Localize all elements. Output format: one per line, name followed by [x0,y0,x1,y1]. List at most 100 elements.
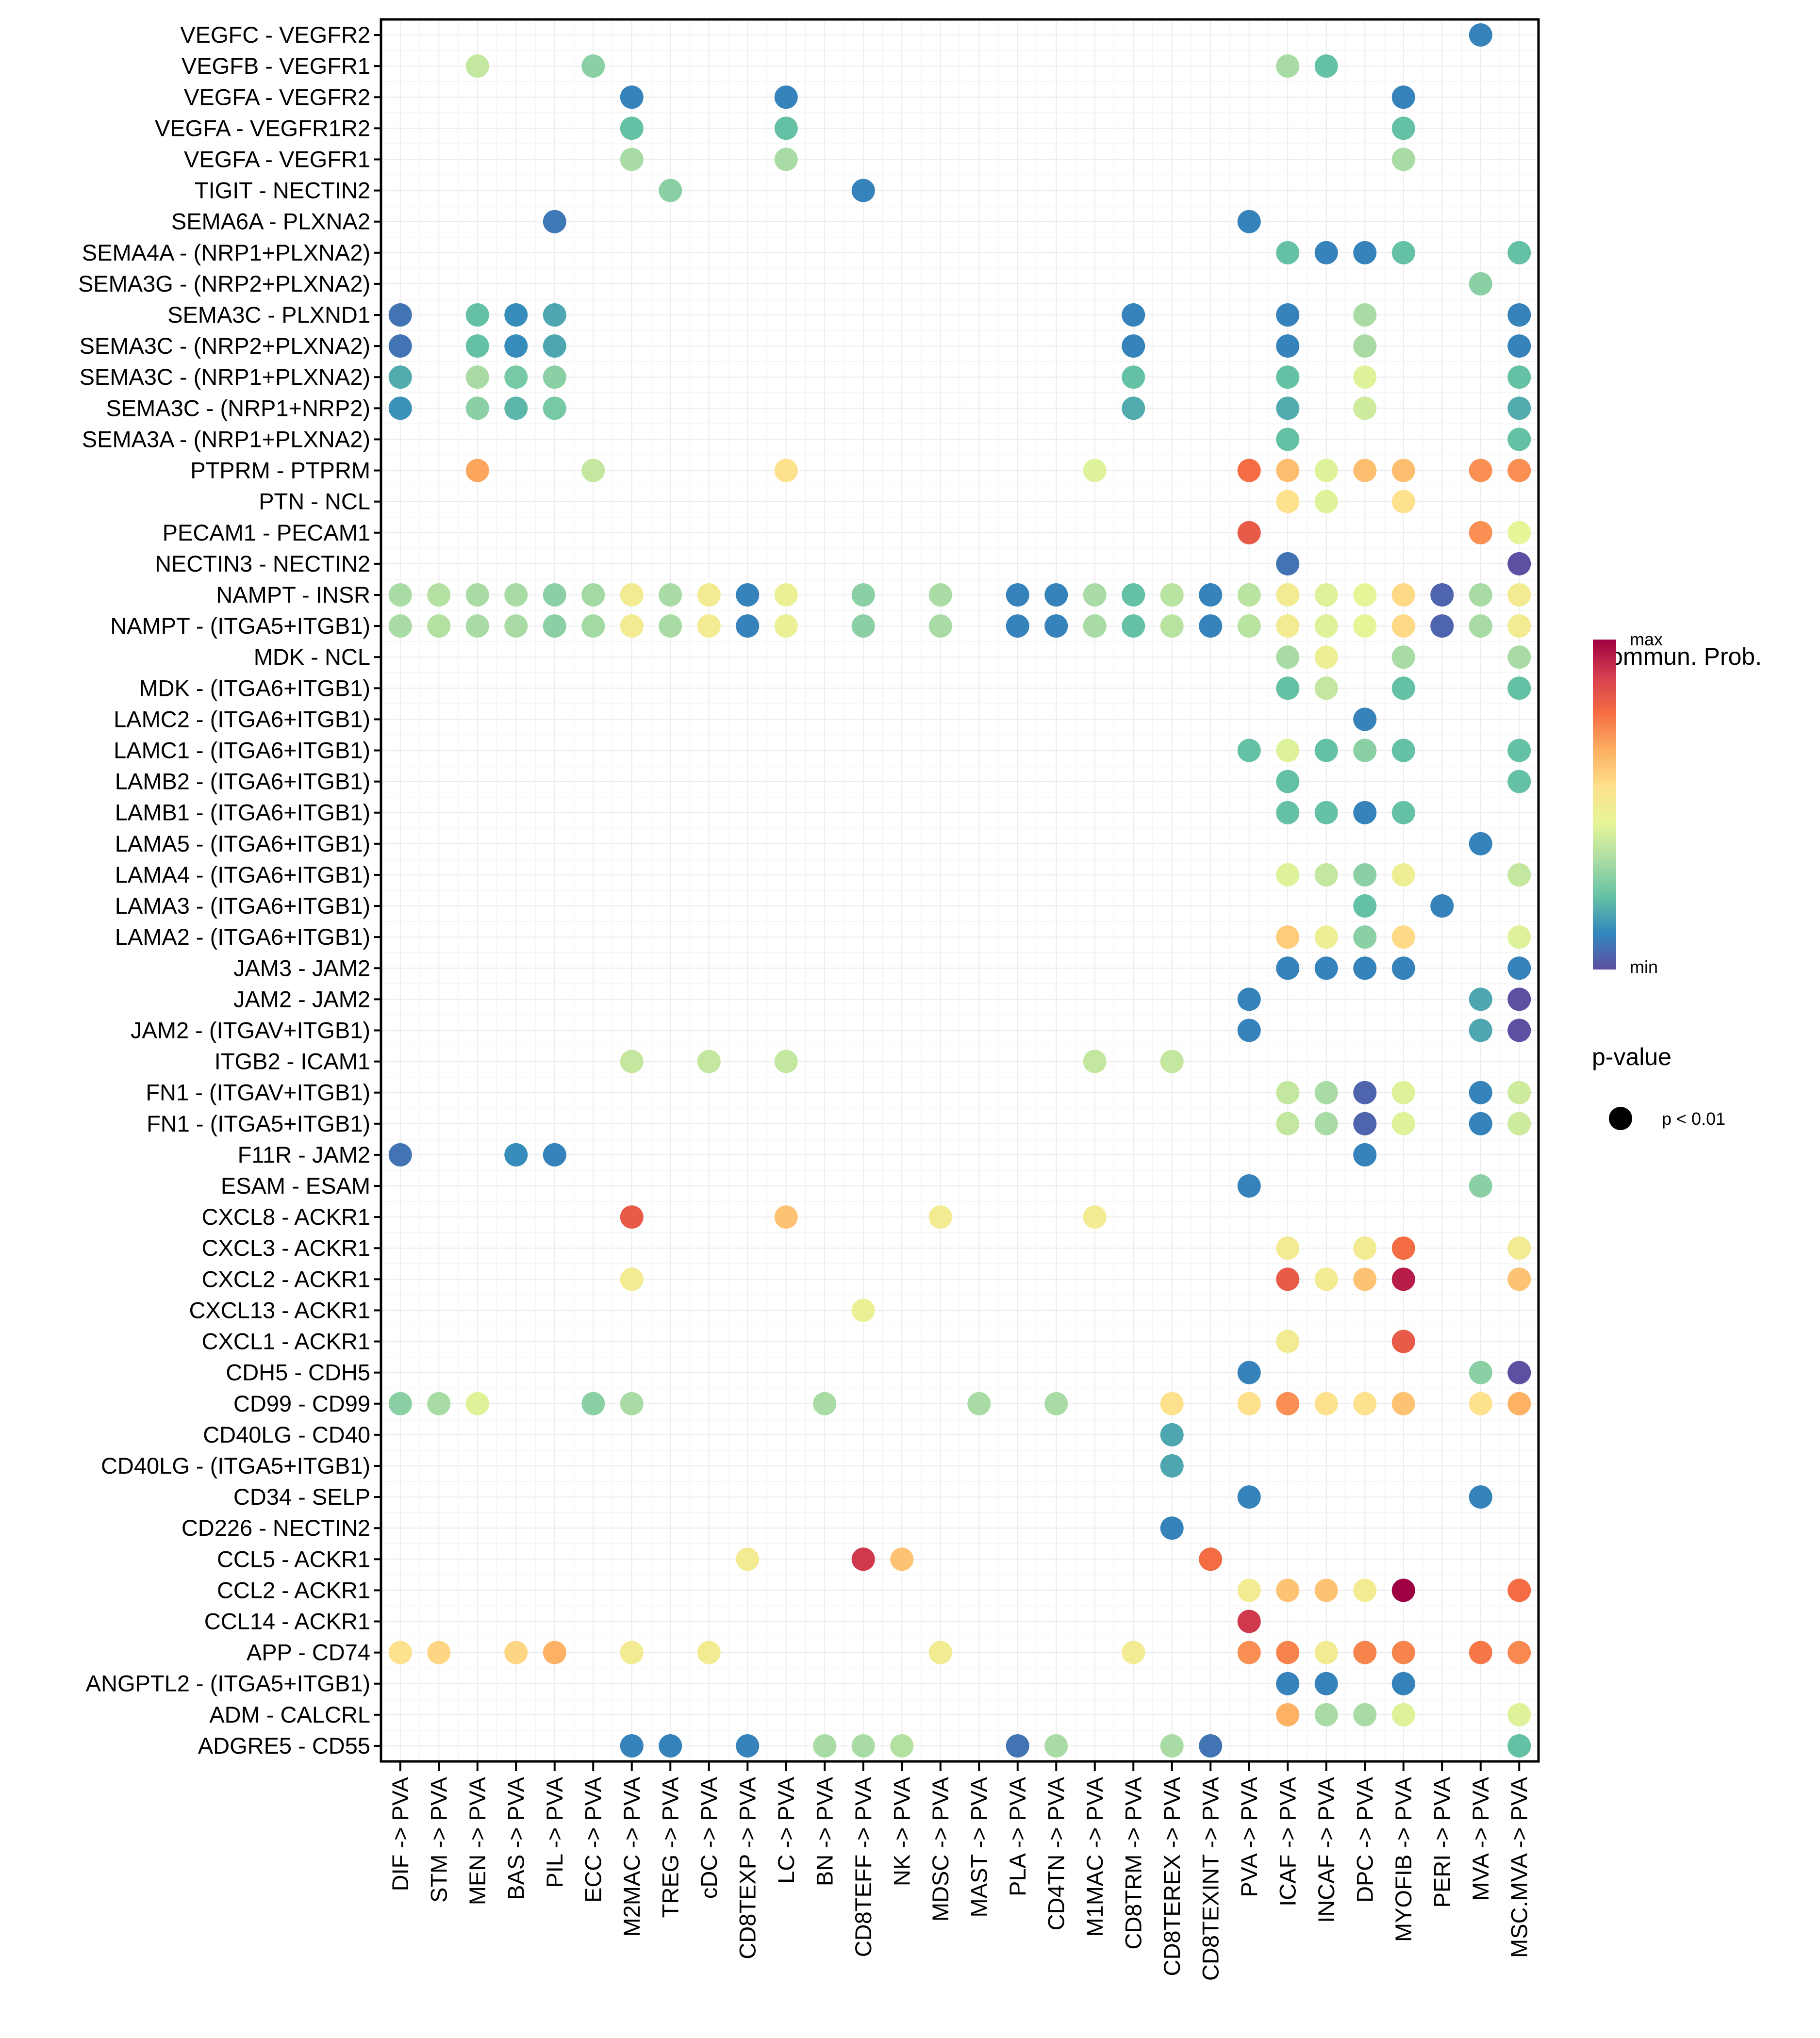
y-tick-label: CCL2 - ACKR1 [217,1577,370,1603]
data-point [697,583,721,607]
data-point [1237,739,1261,762]
y-tick-label: PTN - NCL [259,489,370,514]
data-point [1276,241,1300,264]
x-tick-label: MSC.MVA -> PVA [1506,1776,1532,1958]
data-point [1469,614,1492,638]
data-point [1469,272,1492,296]
x-tick-label: PLA -> PVA [1005,1776,1030,1896]
data-point [1507,1267,1531,1291]
data-point [1237,210,1261,233]
x-tick-label: MYOFIB -> PVA [1390,1776,1416,1942]
data-point [1044,1734,1068,1758]
data-point [1391,645,1415,669]
y-tick-label: JAM2 - (ITGAV+ITGB1) [131,1017,370,1043]
data-point [1314,676,1338,700]
data-point [1507,1112,1531,1135]
data-point [504,583,528,607]
x-tick-label: MDSC -> PVA [927,1776,953,1922]
x-tick-label: BN -> PVA [811,1776,837,1886]
data-point [1199,1547,1223,1571]
data-point [1276,552,1300,575]
data-point [504,1143,528,1167]
data-point [1353,1236,1377,1260]
data-point [659,614,682,638]
data-point [620,1392,644,1415]
legend: Commun. Prob. max min p-value p < 0.01 [1592,629,1762,1130]
data-point [504,334,528,358]
data-point [1391,490,1415,513]
data-point [465,365,489,389]
data-point [1391,1081,1415,1104]
data-point [774,1205,798,1229]
data-point [1314,863,1338,887]
data-point [1237,459,1261,482]
data-point [1276,1112,1300,1135]
y-tick-label: CD34 - SELP [233,1484,370,1510]
x-tick-label: M1MAC -> PVA [1082,1776,1108,1937]
data-point [1430,583,1454,607]
data-point [1199,614,1223,638]
data-point [1353,1641,1377,1664]
y-tick-label: ANGPTL2 - (ITGA5+ITGB1) [86,1671,370,1696]
data-point [1314,1578,1338,1602]
data-point [620,1050,644,1073]
data-point [1469,459,1492,482]
x-tick-label: MAST -> PVA [966,1776,992,1917]
data-point [1469,1081,1492,1104]
y-tick-label: LAMC2 - (ITGA6+ITGB1) [114,706,370,732]
data-point [1353,1703,1377,1726]
data-point [1430,614,1454,638]
data-point [1237,521,1261,544]
y-tick-label: JAM3 - JAM2 [233,955,370,981]
data-point [1276,459,1300,482]
data-point [928,1205,952,1229]
data-point [967,1392,991,1415]
data-point [1122,583,1145,607]
data-point [1507,614,1531,638]
data-point [1507,1236,1531,1260]
data-point [1083,583,1107,607]
data-point [1391,116,1415,140]
data-point [1276,583,1300,607]
data-point [1314,1392,1338,1415]
data-point [1314,956,1338,980]
y-tick-label: NAMPT - (ITGA5+ITGB1) [110,613,370,639]
data-point [1507,863,1531,887]
data-point [620,1734,644,1758]
data-point [1507,1703,1531,1726]
data-point [1507,552,1531,575]
data-point [1044,614,1068,638]
data-point [851,1734,875,1758]
data-point [465,1392,489,1415]
data-point [774,148,798,171]
data-point [1314,801,1338,824]
y-tick-label: PTPRM - PTPRM [190,458,370,483]
data-point [774,459,798,482]
y-tick-label: JAM2 - JAM2 [233,986,370,1012]
grid-lines [381,19,1539,1762]
data-point [581,1392,605,1415]
y-tick-label: SEMA3A - (NRP1+PLXNA2) [82,426,370,452]
data-point [890,1547,914,1571]
data-point [620,614,644,638]
data-point [659,1734,682,1758]
data-point [1276,1081,1300,1104]
y-tick-label: FN1 - (ITGAV+ITGB1) [146,1080,370,1105]
x-tick-label: MEN -> PVA [464,1776,490,1905]
data-point [620,1641,644,1664]
y-tick-label: FN1 - (ITGA5+ITGB1) [147,1111,370,1136]
y-tick-label: VEGFA - VEGFR1R2 [155,115,370,141]
y-tick-label: MDK - NCL [254,644,370,670]
data-point [388,365,412,389]
x-tick-label: INCAF -> PVA [1313,1776,1339,1923]
x-tick-label: CD8TEXP -> PVA [734,1776,760,1959]
y-tick-label: CXCL1 - ACKR1 [202,1329,370,1354]
colorbar-min-label: min [1630,957,1658,977]
data-point [1507,925,1531,949]
data-point [581,583,605,607]
y-tick-label: LAMA2 - (ITGA6+ITGB1) [115,924,370,950]
data-point [1237,1392,1261,1415]
data-point [1006,1734,1029,1758]
data-point [1122,614,1145,638]
data-point [1391,1330,1415,1353]
